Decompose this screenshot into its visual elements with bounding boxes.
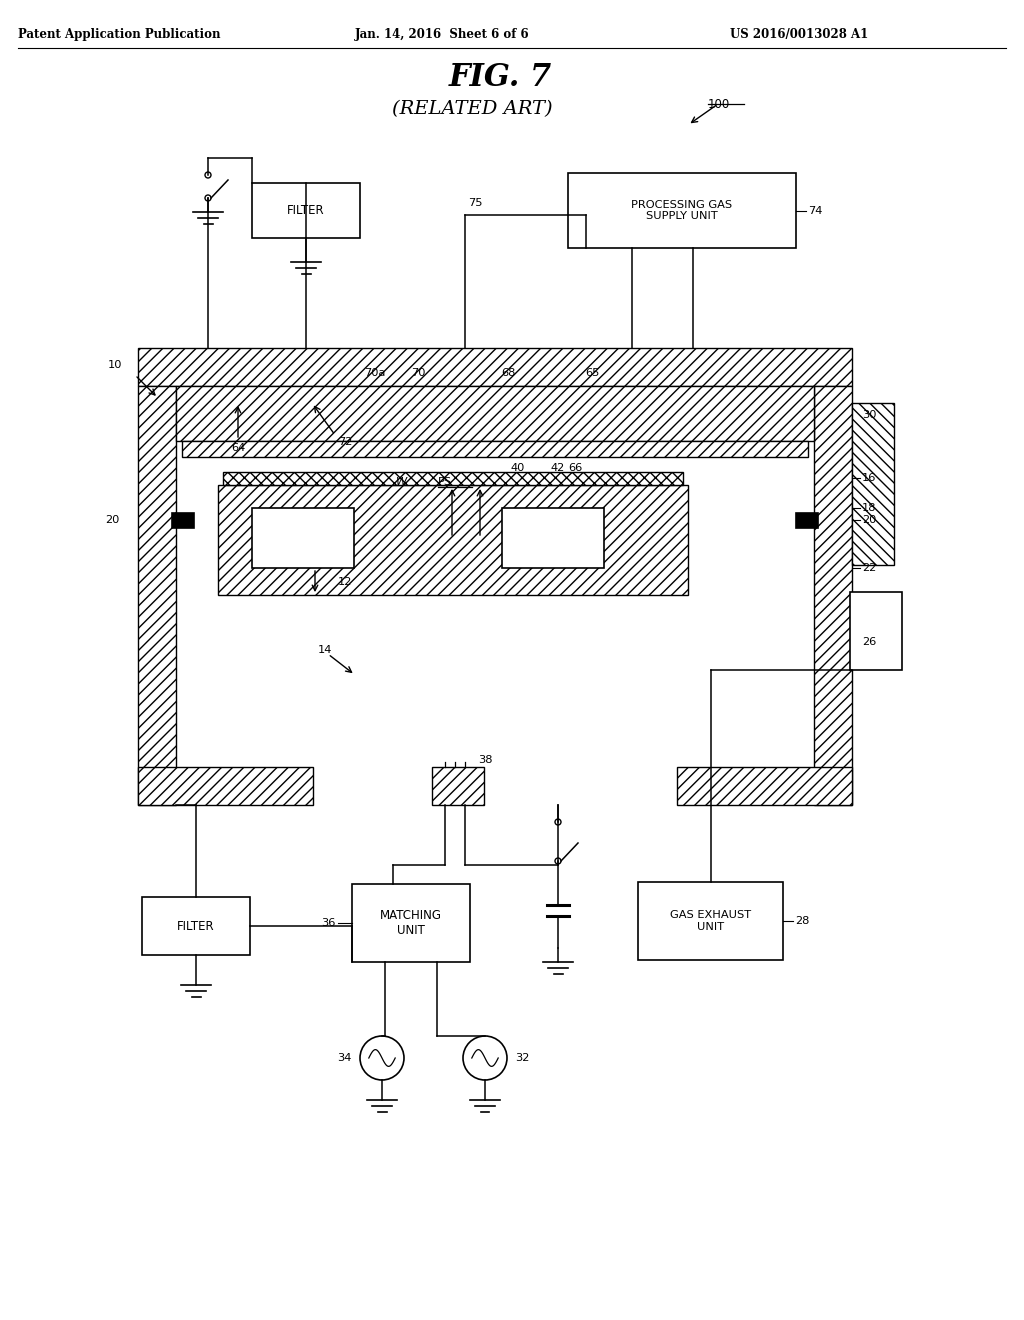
Bar <box>172 513 194 528</box>
Text: 66: 66 <box>568 463 582 473</box>
Text: 22: 22 <box>862 564 877 573</box>
Text: 34: 34 <box>338 1053 352 1063</box>
Bar <box>432 767 484 805</box>
Bar <box>852 403 894 565</box>
Text: 30: 30 <box>862 411 877 420</box>
Text: 14: 14 <box>318 645 333 655</box>
Bar <box>352 884 470 962</box>
Text: 70: 70 <box>411 368 425 378</box>
Bar <box>252 183 360 238</box>
Bar <box>176 385 814 441</box>
Text: FILTER: FILTER <box>177 920 215 932</box>
Text: 26: 26 <box>862 638 877 647</box>
Text: FIG. 7: FIG. 7 <box>449 62 552 92</box>
Bar <box>850 591 902 671</box>
Text: 72: 72 <box>338 437 352 447</box>
Text: 75: 75 <box>468 198 482 209</box>
Bar <box>796 513 818 528</box>
Bar <box>142 898 250 954</box>
Text: W: W <box>396 477 408 487</box>
Bar <box>182 441 808 457</box>
Text: 40: 40 <box>511 463 525 473</box>
Text: US 2016/0013028 A1: US 2016/0013028 A1 <box>730 28 868 41</box>
Text: 18: 18 <box>862 503 877 513</box>
Bar <box>677 767 852 805</box>
Text: 12: 12 <box>338 577 352 587</box>
Text: MATCHING
UNIT: MATCHING UNIT <box>380 909 442 937</box>
Text: Jan. 14, 2016  Sheet 6 of 6: Jan. 14, 2016 Sheet 6 of 6 <box>355 28 529 41</box>
Bar <box>218 484 688 595</box>
Text: PROCESSING GAS
SUPPLY UNIT: PROCESSING GAS SUPPLY UNIT <box>632 199 732 222</box>
Text: 42: 42 <box>551 463 565 473</box>
Text: 10: 10 <box>108 360 122 370</box>
Bar <box>502 508 604 568</box>
Text: 70a: 70a <box>365 368 386 378</box>
Text: 16: 16 <box>862 473 877 483</box>
Text: GAS EXHAUST
UNIT: GAS EXHAUST UNIT <box>670 911 751 932</box>
Bar <box>814 385 852 805</box>
Text: 36: 36 <box>322 917 336 928</box>
Text: PS: PS <box>438 477 453 487</box>
Text: 20: 20 <box>105 515 120 525</box>
Bar <box>138 767 313 805</box>
Bar <box>138 385 176 805</box>
Text: 65: 65 <box>585 368 599 378</box>
Bar <box>252 508 354 568</box>
Text: 32: 32 <box>515 1053 529 1063</box>
Text: 20: 20 <box>862 515 877 525</box>
Text: 68: 68 <box>501 368 515 378</box>
Text: FILTER: FILTER <box>287 205 325 216</box>
Text: 74: 74 <box>808 206 822 215</box>
Text: (RELATED ART): (RELATED ART) <box>392 100 552 117</box>
Bar <box>568 173 796 248</box>
Bar <box>223 473 683 484</box>
Text: 100: 100 <box>708 98 730 111</box>
Text: 28: 28 <box>795 916 809 927</box>
Text: 64: 64 <box>230 444 245 453</box>
Bar <box>138 348 852 385</box>
Text: Patent Application Publication: Patent Application Publication <box>18 28 220 41</box>
Text: 38: 38 <box>478 755 493 766</box>
Bar <box>638 882 783 960</box>
